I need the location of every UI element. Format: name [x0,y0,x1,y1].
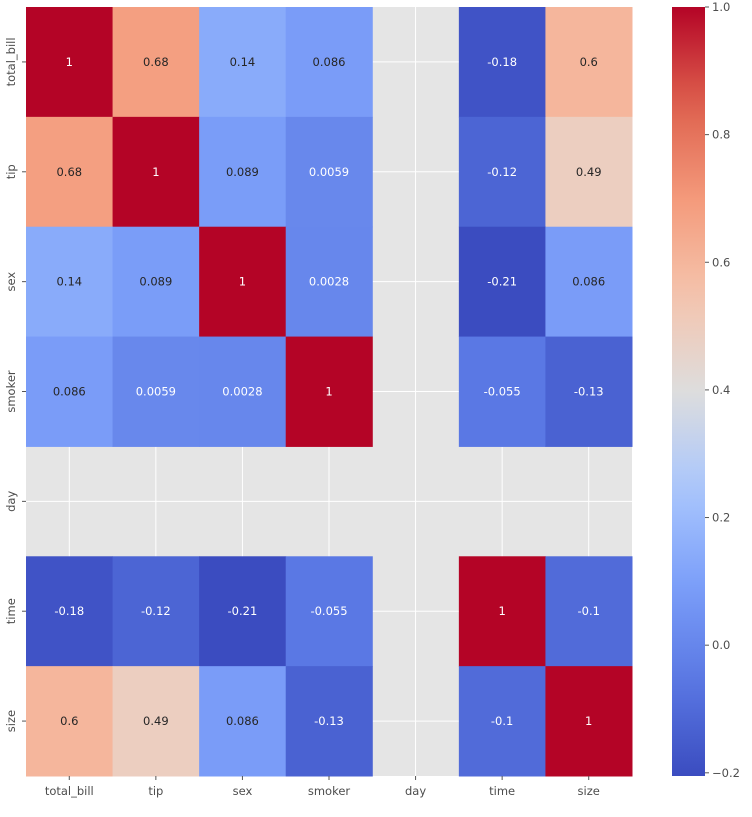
cell-label: 1 [152,165,159,179]
cell-label: 0.089 [139,275,172,289]
y-tick-label: smoker [4,370,18,413]
cell-label: 0.086 [572,275,605,289]
colorbar-tick-label: 0.0 [712,638,730,652]
cell-label: 0.086 [53,385,86,399]
cell-label: 0.68 [143,55,169,69]
colorbar-tick-label: −0.2 [712,766,740,780]
cell-label: -0.13 [314,714,344,728]
heatmap-cell [545,336,633,447]
heatmap-cell [285,556,373,667]
cell-label: 0.086 [313,55,346,69]
cell-label: 1 [498,604,505,618]
cell-label: 1 [325,385,332,399]
cell-label: 0.0028 [309,275,349,289]
colorbar-tick-label: 0.4 [712,383,730,397]
heatmap-cell [112,116,200,228]
heatmap-cell [458,226,546,338]
heatmap-cell [285,666,373,777]
cell-label: -0.1 [491,714,513,728]
x-tick-label: day [405,784,426,798]
x-tick-label: time [489,784,515,798]
cell-label: 0.14 [56,275,82,289]
heatmap-cell [545,666,633,777]
heatmap-cell [112,226,200,338]
y-tick-label: day [4,491,18,512]
heatmap-cell [545,226,633,338]
x-tick-label: size [578,784,600,798]
heatmap-cell [199,666,287,777]
cell-label: -0.12 [141,604,171,618]
cell-label: 0.086 [226,714,259,728]
cell-label: 0.6 [580,55,598,69]
cell-label: 1 [66,55,73,69]
cell-label: 0.0059 [136,385,176,399]
colorbar-tick-label: 1.0 [712,0,730,14]
y-tick-label: sex [4,272,18,292]
cell-label: -0.055 [484,385,521,399]
cell-label: 1 [585,714,592,728]
heatmap-cell [285,336,373,447]
heatmap-cell [26,7,114,118]
cell-label: -0.21 [487,275,517,289]
y-tick-label: size [4,710,18,732]
cell-label: -0.12 [487,165,517,179]
cell-label: 0.49 [143,714,169,728]
cell-label: -0.13 [574,385,604,399]
cell-label: 0.0059 [309,165,349,179]
colorbar [672,7,705,776]
heatmap-cell [199,556,287,667]
heatmap-cell [285,7,373,118]
y-tick-label: total_bill [4,37,18,86]
cell-label: 0.6 [60,714,78,728]
cell-label: 0.14 [230,55,256,69]
x-tick-label: tip [148,784,163,798]
cell-label: 0.68 [56,165,82,179]
heatmap-cell [112,7,200,118]
cell-label: -0.21 [228,604,258,618]
heatmap-cell [199,226,287,338]
y-tick-label: tip [4,164,18,179]
heatmap-cell [458,116,546,228]
heatmap-cell [458,336,546,447]
heatmap-cell [26,556,114,667]
y-tick-label: time [4,598,18,624]
heatmap-cell [199,336,287,447]
colorbar-tick-label: 0.6 [712,255,730,269]
cell-label: -0.18 [487,55,517,69]
heatmap-cell [545,116,633,228]
colorbar-tick-label: 0.8 [712,128,730,142]
cell-label: -0.1 [577,604,599,618]
heatmap-cell [545,7,633,118]
heatmap-cell [26,226,114,338]
colorbar-tick-label: 0.2 [712,511,730,525]
heatmap-cell [285,116,373,228]
heatmap-cell [26,116,114,228]
heatmap-cell [26,336,114,447]
heatmap-cell [199,7,287,118]
heatmap-cell [26,666,114,777]
cell-label: 1 [239,275,246,289]
heatmap-cell [285,226,373,338]
heatmap-cell [112,556,200,667]
cell-label: -0.055 [310,604,347,618]
x-tick-label: smoker [308,784,351,798]
cell-label: -0.18 [54,604,84,618]
heatmap-cell [112,666,200,777]
x-tick-label: sex [233,784,253,798]
heatmap-cell [199,116,287,228]
cell-label: 0.49 [576,165,602,179]
cell-label: 0.089 [226,165,259,179]
heatmap-cell [458,556,546,667]
heatmap-cell [112,336,200,447]
heatmap-cell [458,7,546,118]
heatmap-cell [545,556,633,667]
cell-label: 0.0028 [222,385,262,399]
x-tick-label: total_bill [45,784,94,798]
heatmap-cell [458,666,546,777]
